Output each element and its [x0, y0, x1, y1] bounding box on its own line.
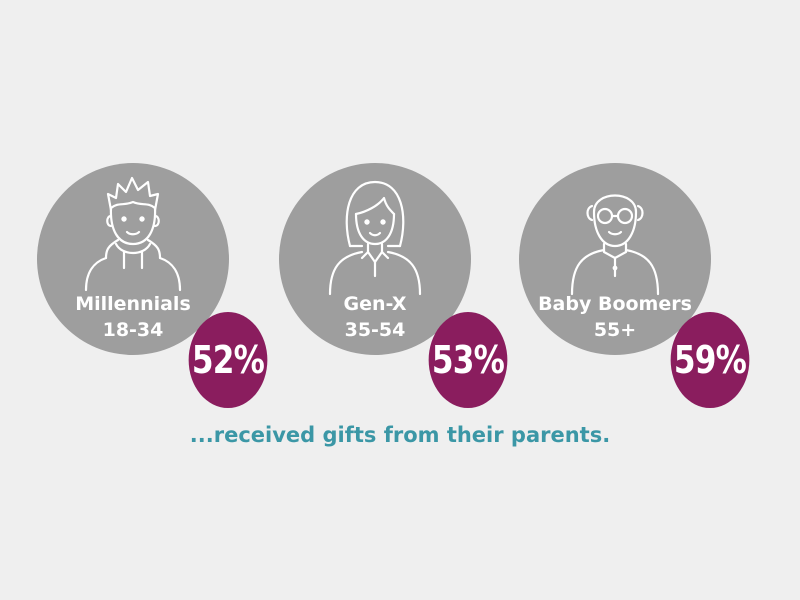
elderly-man-icon	[560, 176, 670, 296]
age-range: 55+	[593, 319, 637, 341]
young-man-icon	[78, 172, 188, 292]
percent-badge: 53%	[428, 312, 508, 408]
caption-text: ...received gifts from their parents.	[189, 423, 611, 447]
woman-icon	[320, 176, 430, 296]
generation-label: Baby Boomers 55+	[519, 291, 711, 343]
generation-circle	[279, 163, 471, 355]
generation-label: Millennials 18-34	[37, 291, 229, 343]
generation-name: Baby Boomers	[538, 293, 692, 315]
generation-circle	[37, 163, 229, 355]
percent-badge: 52%	[188, 312, 268, 408]
age-range: 18-34	[102, 319, 164, 341]
percent-badge: 59%	[670, 312, 750, 408]
generation-name: Gen-X	[343, 293, 407, 315]
generation-label: Gen-X 35-54	[279, 291, 471, 343]
age-range: 35-54	[344, 319, 406, 341]
generation-name: Millennials	[75, 293, 191, 315]
